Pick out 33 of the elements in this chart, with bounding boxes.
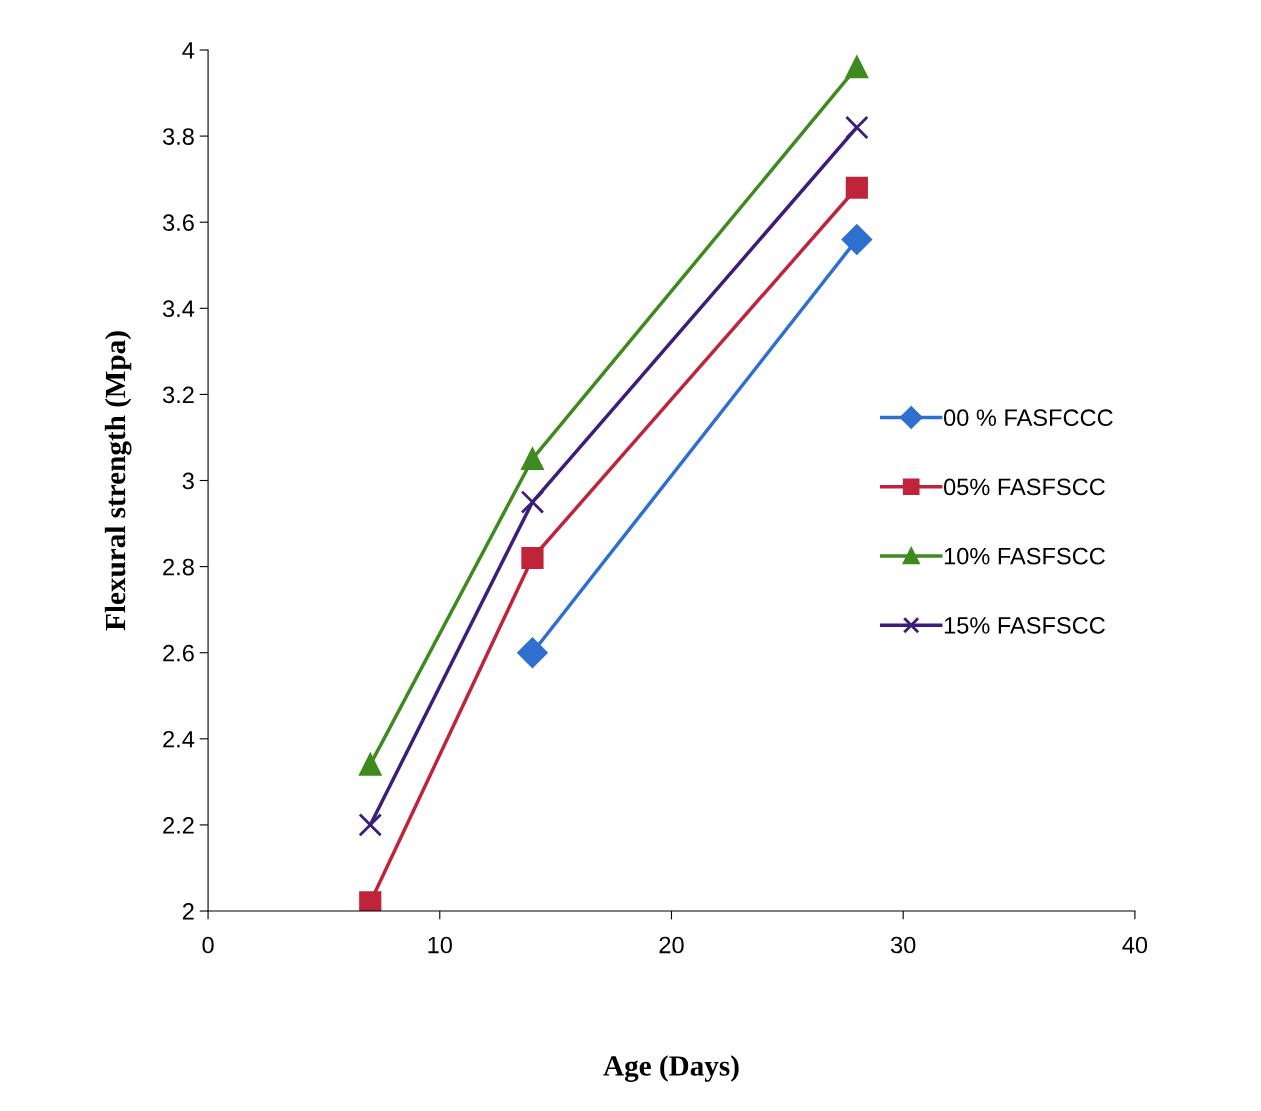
point <box>358 813 383 837</box>
legend-label: 05% FASFSCC <box>944 478 1105 496</box>
y-tick-label: 3.6 <box>162 214 194 231</box>
legend-label: 15% FASFSCC <box>944 617 1105 634</box>
point <box>358 751 383 776</box>
y-tick-label: 3.4 <box>162 300 195 318</box>
y-tick-label: 2.6 <box>163 644 194 662</box>
point <box>521 546 544 570</box>
legend-label: 10% FASFSCC <box>944 547 1105 565</box>
y-tick-label: 4 <box>182 42 195 59</box>
x-tick-label: 30 <box>890 936 916 954</box>
point <box>521 447 544 471</box>
point <box>520 490 545 514</box>
point <box>845 115 869 140</box>
x-axis-title: Age (Days) <box>603 1055 739 1082</box>
legend-label: 00 % FASFCCC <box>944 409 1113 427</box>
point <box>841 224 872 255</box>
x-tick-label: 10 <box>428 936 452 954</box>
y-tick-label: 2 <box>182 903 194 920</box>
y-axis-title: Flexural strength (Mpa) <box>104 331 132 631</box>
y-tick-label: 3.8 <box>162 128 194 145</box>
y-tick-label: 3.2 <box>162 386 194 404</box>
point <box>517 637 548 668</box>
x-tick-label: 0 <box>202 936 214 954</box>
point <box>845 176 868 199</box>
y-tick-label: 3 <box>182 472 194 490</box>
point <box>845 56 868 79</box>
x-tick-label: 20 <box>659 936 684 954</box>
y-tick-label: 2.2 <box>163 816 194 834</box>
y-tick-label: 2.4 <box>163 730 195 748</box>
point <box>359 891 382 912</box>
x-tick-label: 40 <box>1122 936 1148 954</box>
y-tick-label: 2.8 <box>163 558 194 576</box>
